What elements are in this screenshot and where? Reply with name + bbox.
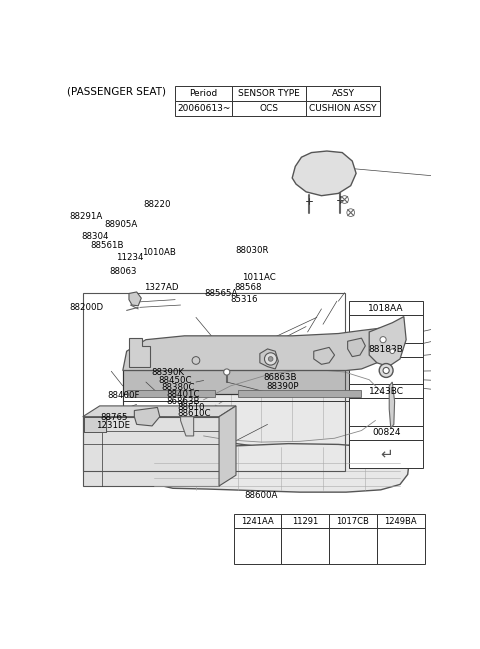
Text: 88220: 88220 bbox=[143, 200, 171, 209]
Text: 86863B: 86863B bbox=[167, 397, 200, 406]
Bar bbox=[281, 528, 329, 564]
Circle shape bbox=[224, 369, 230, 375]
Text: 00824: 00824 bbox=[372, 428, 400, 437]
Polygon shape bbox=[84, 417, 106, 432]
Text: 1018AA: 1018AA bbox=[368, 304, 404, 313]
Text: 88401C: 88401C bbox=[167, 389, 200, 398]
Polygon shape bbox=[389, 382, 395, 428]
Text: 88304: 88304 bbox=[82, 232, 109, 241]
Text: 1017CB: 1017CB bbox=[336, 517, 370, 526]
Bar bbox=[232, 86, 306, 101]
Polygon shape bbox=[180, 409, 193, 436]
Text: 11234: 11234 bbox=[116, 253, 144, 262]
Bar bbox=[349, 315, 423, 343]
Text: 88905A: 88905A bbox=[105, 220, 138, 229]
Polygon shape bbox=[123, 328, 400, 371]
Bar bbox=[349, 426, 423, 440]
Text: 88400F: 88400F bbox=[108, 391, 140, 400]
Text: 86863B: 86863B bbox=[264, 373, 297, 382]
Circle shape bbox=[380, 337, 386, 343]
Bar bbox=[234, 515, 281, 528]
Polygon shape bbox=[83, 417, 219, 486]
Text: 1231DE: 1231DE bbox=[96, 421, 131, 430]
Circle shape bbox=[379, 363, 393, 378]
Text: OCS: OCS bbox=[260, 104, 278, 113]
Bar bbox=[234, 528, 281, 564]
Bar bbox=[329, 528, 377, 564]
Bar bbox=[349, 356, 423, 384]
Text: 1241AA: 1241AA bbox=[241, 517, 274, 526]
Polygon shape bbox=[348, 338, 365, 356]
Polygon shape bbox=[238, 390, 361, 397]
Text: 88200D: 88200D bbox=[69, 303, 104, 312]
Circle shape bbox=[192, 356, 200, 364]
Bar bbox=[377, 515, 425, 528]
Text: (PASSENGER SEAT): (PASSENGER SEAT) bbox=[67, 87, 167, 97]
Bar bbox=[281, 515, 329, 528]
Bar bbox=[349, 301, 423, 315]
Bar bbox=[349, 440, 423, 467]
Text: 1327AD: 1327AD bbox=[144, 283, 179, 292]
Polygon shape bbox=[131, 444, 409, 492]
Text: 88765: 88765 bbox=[100, 413, 128, 422]
Text: 88390K: 88390K bbox=[152, 368, 185, 377]
Bar bbox=[349, 343, 423, 356]
Polygon shape bbox=[314, 347, 335, 364]
Polygon shape bbox=[369, 317, 406, 367]
Polygon shape bbox=[129, 292, 141, 306]
Bar bbox=[175, 86, 232, 101]
Circle shape bbox=[383, 367, 389, 374]
Text: 88063: 88063 bbox=[109, 267, 137, 276]
Text: 88561B: 88561B bbox=[91, 241, 124, 250]
Text: 85316: 85316 bbox=[230, 295, 258, 304]
Bar bbox=[83, 293, 345, 471]
Bar bbox=[232, 101, 306, 116]
Text: Period: Period bbox=[190, 89, 218, 98]
Circle shape bbox=[264, 353, 277, 365]
Bar bbox=[175, 101, 232, 116]
Polygon shape bbox=[123, 371, 369, 393]
Polygon shape bbox=[83, 406, 236, 417]
Text: 88610C: 88610C bbox=[178, 410, 211, 418]
Bar bbox=[306, 101, 380, 116]
Polygon shape bbox=[180, 337, 389, 449]
Text: 1243BC: 1243BC bbox=[369, 387, 404, 396]
Text: 1010AB: 1010AB bbox=[142, 249, 176, 257]
Polygon shape bbox=[127, 390, 215, 397]
Text: 88380C: 88380C bbox=[162, 383, 195, 392]
Text: 88183B: 88183B bbox=[369, 345, 404, 354]
Bar bbox=[377, 528, 425, 564]
Circle shape bbox=[268, 356, 273, 361]
Polygon shape bbox=[129, 338, 150, 367]
Text: 88291A: 88291A bbox=[69, 212, 103, 221]
Text: 88568: 88568 bbox=[234, 283, 262, 292]
Text: 88030R: 88030R bbox=[235, 246, 268, 255]
Polygon shape bbox=[260, 349, 278, 369]
Text: SENSOR TYPE: SENSOR TYPE bbox=[238, 89, 300, 98]
Bar bbox=[329, 515, 377, 528]
Text: 1249BA: 1249BA bbox=[384, 517, 417, 526]
Text: 20060613~: 20060613~ bbox=[177, 104, 230, 113]
Polygon shape bbox=[134, 408, 160, 426]
Polygon shape bbox=[219, 406, 236, 486]
Text: 88565A: 88565A bbox=[204, 289, 238, 299]
Bar bbox=[349, 384, 423, 398]
Text: 88390P: 88390P bbox=[266, 382, 299, 391]
Text: 88610: 88610 bbox=[178, 403, 205, 412]
Text: ↵: ↵ bbox=[380, 446, 393, 461]
Text: 11291: 11291 bbox=[292, 517, 318, 526]
Bar bbox=[306, 86, 380, 101]
Text: 88450C: 88450C bbox=[158, 376, 192, 385]
Polygon shape bbox=[292, 151, 356, 196]
Text: 88600A: 88600A bbox=[244, 491, 277, 500]
Text: 1011AC: 1011AC bbox=[242, 273, 276, 282]
Text: CUSHION ASSY: CUSHION ASSY bbox=[309, 104, 377, 113]
Text: ASSY: ASSY bbox=[332, 89, 355, 98]
Bar bbox=[349, 398, 423, 426]
Circle shape bbox=[390, 349, 395, 354]
